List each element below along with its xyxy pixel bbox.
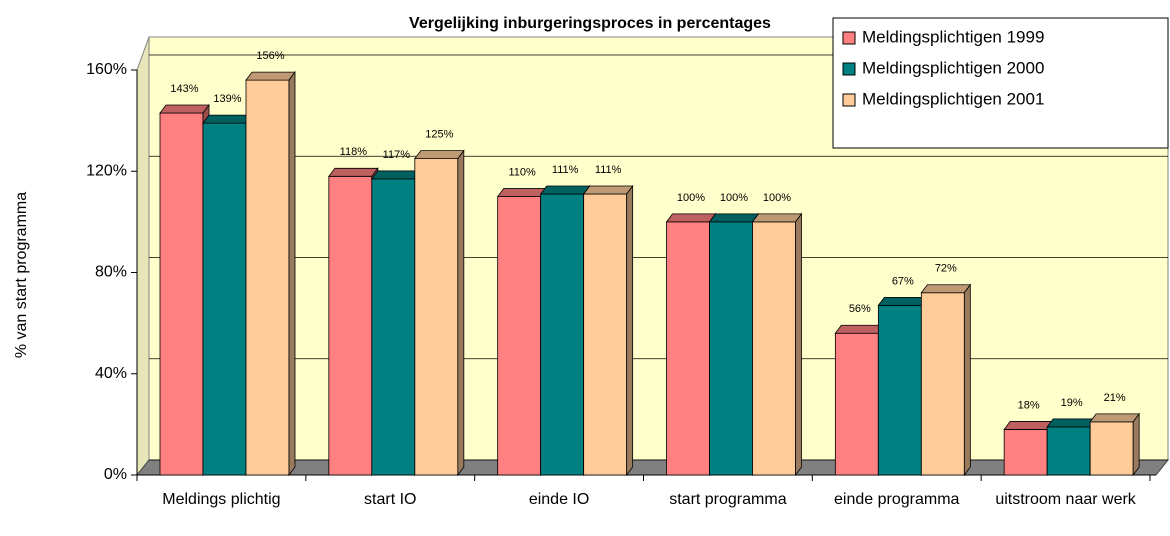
legend-label: Meldingsplichtigen 2001: [862, 89, 1044, 108]
bar-top: [539, 185, 591, 195]
value-label: 156%: [256, 50, 284, 62]
bar-top: [665, 213, 717, 223]
y-tick-label: 160%: [86, 61, 127, 78]
value-label: 56%: [849, 303, 871, 315]
bar: [497, 196, 542, 476]
value-label: 110%: [509, 166, 537, 178]
bar: [709, 221, 753, 476]
legend-swatch: [842, 62, 856, 76]
side-wall: [136, 36, 150, 477]
x-tick-label: Meldings plichtig: [162, 491, 281, 508]
bar-top: [708, 213, 760, 223]
bar-side: [963, 283, 971, 477]
bar-top: [414, 150, 465, 159]
bar: [920, 292, 965, 476]
x-tick-label: start programma: [669, 491, 787, 508]
y-tick-label: 120%: [86, 162, 127, 179]
value-label: 100%: [720, 192, 748, 204]
bar-side: [457, 149, 465, 477]
bar-top: [328, 167, 379, 177]
bar: [328, 175, 373, 476]
value-label: 139%: [213, 93, 241, 105]
y-axis-label: % van start programma: [13, 192, 30, 358]
value-label: 100%: [763, 192, 791, 204]
value-label: 72%: [935, 263, 957, 275]
x-tick-label: start IO: [364, 491, 417, 508]
bar-top: [877, 297, 929, 306]
value-label: 67%: [892, 275, 914, 287]
legend-label: Meldingsplichtigen 2000: [862, 58, 1044, 77]
value-label: 117%: [383, 149, 411, 161]
bar: [371, 178, 416, 476]
value-label: 111%: [595, 164, 622, 176]
bar: [245, 79, 290, 476]
bar-top: [834, 324, 886, 334]
bar: [540, 193, 585, 476]
bar: [834, 332, 879, 476]
bar-top: [1003, 421, 1054, 430]
value-label: 18%: [1018, 399, 1040, 411]
bar-top: [582, 185, 634, 195]
bar-side: [288, 70, 296, 477]
bar-top: [245, 71, 296, 81]
legend-box: [832, 17, 1169, 149]
bar: [1003, 429, 1048, 476]
legend-swatch: [842, 31, 856, 45]
bar-top: [1089, 413, 1140, 423]
bar: [752, 221, 796, 476]
y-tick-label: 80%: [95, 264, 127, 281]
bar-top: [159, 104, 210, 114]
bar-side: [795, 212, 802, 477]
bar-top: [751, 213, 803, 223]
bar: [159, 112, 204, 476]
value-label: 125%: [425, 129, 453, 141]
bar-side: [1132, 412, 1140, 477]
value-label: 143%: [170, 83, 198, 95]
x-tick-label: einde IO: [528, 491, 590, 508]
bar-side: [626, 184, 634, 477]
bar-top: [1046, 418, 1097, 428]
bar: [1046, 426, 1091, 476]
value-label: 118%: [340, 146, 368, 158]
bar: [414, 158, 459, 476]
bar-top: [371, 170, 422, 180]
value-label: 100%: [677, 192, 705, 204]
x-tick-label: einde programma: [834, 491, 960, 508]
x-tick-label: uitstroom naar werk: [995, 491, 1136, 508]
chart-title: Vergelijking inburgeringsproces in perce…: [409, 15, 771, 32]
y-tick-label: 40%: [95, 365, 127, 382]
y-tick-label: 0%: [104, 466, 127, 483]
bar-top: [920, 284, 972, 294]
value-label: 111%: [552, 164, 579, 176]
legend-label: Meldingsplichtigen 1999: [862, 27, 1044, 46]
bar-top: [202, 114, 253, 124]
bar: [202, 122, 247, 476]
legend-swatch: [842, 93, 856, 107]
value-label: 19%: [1061, 397, 1083, 409]
bar: [877, 305, 922, 476]
bar: [1089, 421, 1134, 476]
bar-top: [496, 188, 548, 197]
value-label: 21%: [1104, 392, 1126, 404]
bar: [583, 193, 628, 476]
bar: [666, 221, 710, 476]
